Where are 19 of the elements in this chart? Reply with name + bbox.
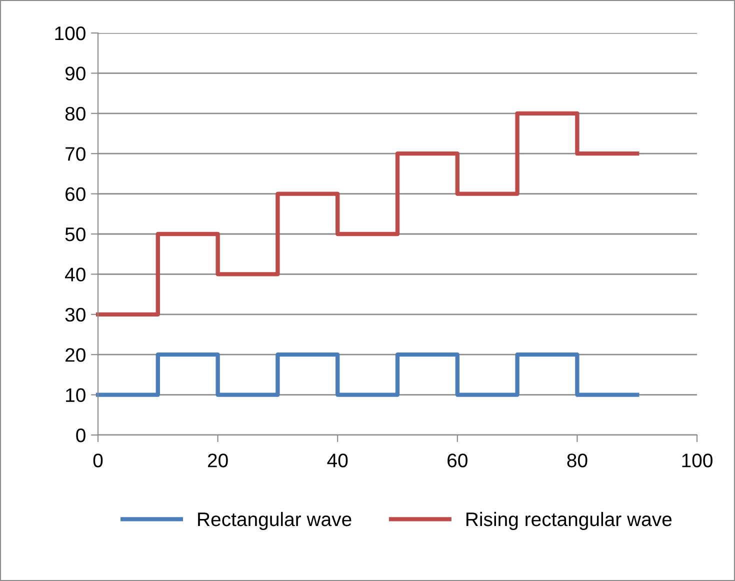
x-tick-label: 40 [327, 454, 348, 468]
y-tick-label: 20 [66, 348, 86, 362]
y-tick-label: 40 [65, 268, 86, 282]
y-tick-label: 50 [65, 227, 86, 242]
x-tick-label: 100 [682, 454, 712, 468]
x-tick-label: 0 [93, 454, 103, 468]
y-tick-label: 60 [66, 187, 86, 202]
y-tick-label: 30 [65, 308, 86, 322]
x-tick-label: 20 [208, 454, 228, 468]
y-tick-label: 80 [65, 106, 86, 121]
legend-label: Rectangular wave [198, 512, 352, 530]
y-tick-label: 70 [66, 147, 86, 161]
x-tick-label: 80 [567, 454, 588, 468]
y-tick-label: 10 [66, 388, 86, 402]
legend-label: Rising rectangular wave [466, 512, 672, 530]
y-tick-label: 0 [76, 428, 86, 442]
y-tick-label: 100 [55, 26, 86, 40]
x-tick-label: 60 [448, 454, 468, 468]
y-tick-label: 90 [65, 66, 86, 80]
